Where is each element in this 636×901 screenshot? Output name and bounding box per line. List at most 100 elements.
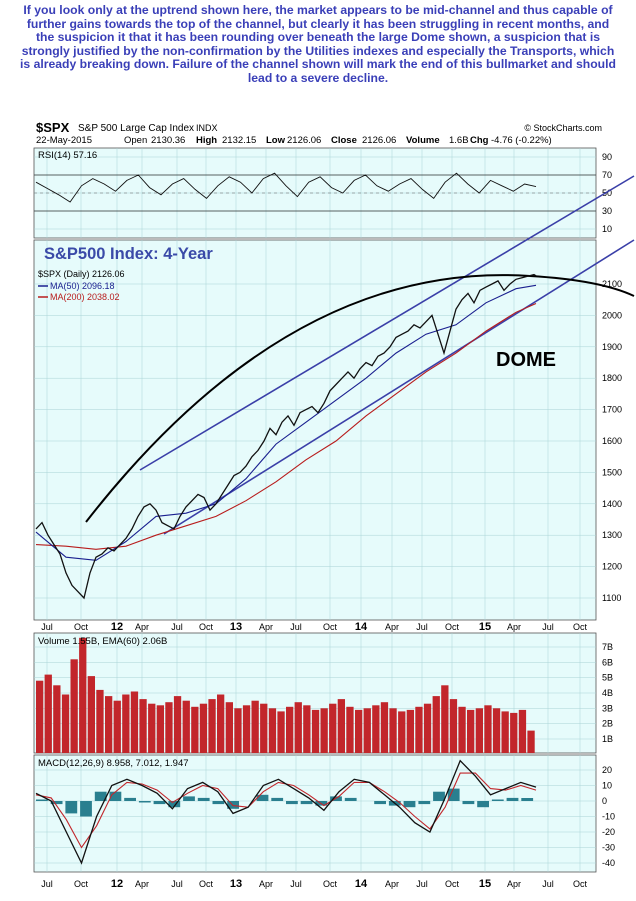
price-line [35,273,537,600]
volume-label: Volume [406,135,440,146]
x-tick-label-bottom: Oct [323,879,338,889]
price-panel: 2100 2000 1900 1800 1700 1600 1500 1400 1300 1200… [33,175,635,621]
macd-histogram-bar [286,801,298,805]
volume-bar [173,696,182,753]
macd-histogram-bar [344,797,357,801]
x-tick-label-price: Apr [507,622,521,632]
macd-tick-label: 20 [602,765,612,775]
macd-histogram-bar [256,794,269,801]
macd-histogram-bar [153,801,166,805]
chg-label: Chg [470,135,489,146]
volume-bar [398,711,406,753]
volume-bar [415,706,423,753]
volume-bar [139,699,147,753]
macd-tick-label: -20 [602,827,615,837]
price-tick-label: 2100 [602,279,622,289]
chart-name: S&P 500 Large Cap Index [78,123,194,134]
x-tick-label-price: Jul [416,622,428,632]
volume-bar [346,706,354,753]
x-tick-label-bottom: Apr [507,879,521,889]
volume-bar [70,659,78,753]
x-tick-label-bottom: Oct [445,879,460,889]
macd-histogram-bar [183,796,195,801]
x-tick-label-bottom: Apr [259,879,273,889]
volume-bar [518,709,527,753]
x-tick-label-price: Apr [259,622,273,632]
macd-histogram-bar [50,801,63,805]
x-tick-label-price: Apr [385,622,399,632]
price-tick-label: 1200 [602,562,622,572]
macd-histogram-bar [109,791,122,801]
volume-tick-label: 6B [602,657,613,667]
volume-bar [113,700,121,753]
volume-bar [303,705,311,753]
x-tick-label-bottom: Jul [542,879,554,889]
volume-bar [449,699,458,753]
volume-bar [389,708,397,753]
macd-tick-label: 0 [602,796,607,806]
volume-bar [527,730,535,753]
macd-background [33,754,597,873]
high-value: 2132.15 [222,135,256,146]
volume-bar [61,694,70,753]
volume-bar [105,696,113,753]
volume-bar [79,637,87,753]
volume-tick-label: 3B [602,703,613,713]
volume-bar [406,709,414,753]
volume-bar [294,702,302,753]
volume-bar [277,711,285,753]
volume-bar [182,700,190,753]
chart-date: 22-May-2015 [36,135,92,146]
volume-bar [484,705,492,753]
volume-bar [234,708,242,753]
rsi-panel: 90 70 50 30 10 RSI(14) 57.16 [33,147,612,239]
price-tick-label: 1300 [602,530,622,540]
macd-tick-label: -40 [602,858,615,868]
volume-tick-label: 7B [602,642,613,652]
x-tick-label-bottom: 12 [111,878,123,890]
macd-line [35,759,537,865]
volume-bar [355,709,363,753]
channel-lower-line [163,239,635,535]
chart-symbol: $SPX [36,120,70,135]
x-tick-label-bottom: Apr [135,879,149,889]
volume-bar [130,691,139,753]
macd-histogram-bar [271,797,284,801]
rsi-tick-label: 30 [602,206,612,216]
macd-histogram-bar [168,801,181,808]
volume-bar [260,703,268,753]
macd-panel: 20 10 0 -10 -20 -30 -40 MACD(12,26,9) 8.958, 7.… [33,754,615,873]
macd-histogram-bar [212,801,225,805]
macd-histogram-bar [403,801,416,808]
x-tick-label-price: 14 [355,621,368,633]
chart-title: S&P500 Index: 4-Year [44,245,213,263]
volume-bar [337,699,345,753]
x-tick-label-price: Jul [41,622,53,632]
chart-exchange: INDX [196,123,218,133]
macd-histogram-bar [65,801,78,814]
legend-price: $SPX (Daily) 2126.06 [38,269,125,279]
price-tick-label: 1500 [602,467,622,477]
price-tick-label: 1800 [602,373,622,383]
volume-bar [363,708,371,753]
volume-bar [458,706,466,753]
macd-histogram-bar [374,801,386,805]
open-value: 2130.36 [151,135,185,146]
x-tick-label-price: Oct [323,622,338,632]
volume-label: Volume 1.55B, EMA(60) 2.06B [38,636,167,647]
volume-bar [199,703,208,753]
x-tick-label-price: Jul [542,622,554,632]
macd-histogram-bar [138,801,151,803]
price-tick-label: 1400 [602,499,622,509]
volume-bar [36,680,44,753]
x-tick-label-price: Oct [74,622,89,632]
rsi-tick-label: 90 [602,152,612,162]
volume-bar [156,705,164,753]
x-axis-labels: Jul Jul Oct Oct 12 12 Apr Apr Jul Jul Oct Oct 13 13 Ap… [41,621,587,890]
x-tick-label-bottom: Jul [171,879,183,889]
macd-histogram-bar [433,791,445,801]
low-label: Low [266,135,286,146]
macd-histogram-bar [506,797,519,801]
macd-histogram-bar [80,801,92,817]
